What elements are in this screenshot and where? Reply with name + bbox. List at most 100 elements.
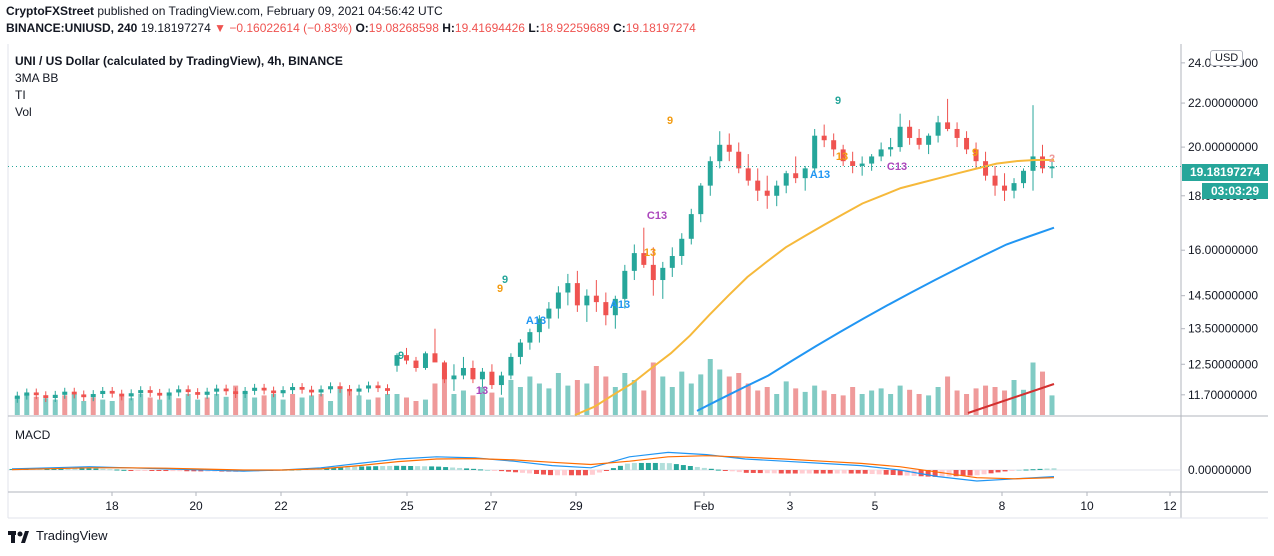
macd-histogram-bar (387, 465, 393, 470)
candle-body (271, 390, 277, 394)
volume-bar (679, 371, 685, 415)
candle-body (432, 353, 438, 363)
volume-bar (631, 380, 637, 415)
macd-histogram-bar (401, 465, 407, 470)
volume-trend-line (967, 383, 1055, 414)
macd-histogram-bar (422, 466, 428, 470)
volume-bar (878, 388, 884, 415)
candle-body (356, 388, 362, 392)
candle-body (43, 395, 49, 398)
macd-histogram-bar (191, 470, 197, 472)
candle-body (840, 149, 846, 162)
low-value: 18.92259689 (539, 21, 610, 35)
candle-body (71, 391, 77, 395)
macd-histogram-bar (499, 470, 505, 472)
candle-body (347, 388, 353, 392)
macd-histogram-bar (897, 470, 903, 476)
candle-body (242, 390, 248, 395)
volume-bar (81, 401, 87, 415)
macd-histogram-bar (1016, 469, 1022, 471)
tradingview-brand[interactable]: TradingView (8, 528, 108, 543)
volume-bar (717, 369, 723, 415)
volume-bar (698, 374, 704, 415)
volume-bar (223, 396, 229, 415)
candle-body (337, 386, 343, 389)
candle-body (1021, 170, 1027, 184)
legend-indicator-ti[interactable]: TI (15, 88, 26, 102)
time-axis-label: 10 (1080, 499, 1094, 513)
candle-body (850, 161, 856, 166)
candle-body (565, 283, 571, 293)
macd-histogram-bar (1009, 470, 1015, 471)
candle-body (802, 168, 808, 179)
volume-bar (422, 399, 428, 415)
candle-body (252, 387, 258, 391)
candle-body (318, 389, 324, 393)
volume-bar (489, 392, 495, 415)
macd-histogram-bar (666, 463, 672, 470)
volume-bar (366, 399, 372, 415)
td-annotation: 9 (835, 95, 841, 107)
candle-body (1002, 185, 1008, 191)
candle-body (574, 283, 580, 306)
macd-histogram-bar (506, 470, 512, 472)
publisher-name[interactable]: CryptoFXStreet (6, 4, 95, 18)
candle-body (100, 390, 106, 395)
macd-histogram-bar (715, 469, 721, 471)
candle-body (688, 214, 694, 239)
current-price-badge: 19.18197274 (1182, 164, 1268, 181)
publish-info: published on TradingView.com, February 0… (94, 4, 443, 18)
macd-histogram-bar (932, 470, 938, 477)
legend-title: UNI / US Dollar (calculated by TradingVi… (15, 54, 343, 68)
candle-body (593, 295, 599, 303)
macd-histogram-bar (764, 470, 770, 474)
candle-body (546, 308, 552, 319)
candle-body (109, 390, 115, 394)
macd-histogram-bar (79, 468, 85, 470)
candle-body (707, 161, 713, 186)
macd-legend[interactable]: MACD (15, 428, 51, 442)
candle-body (176, 389, 182, 393)
candle-body (793, 173, 799, 179)
candle-body (584, 295, 590, 306)
macd-histogram-bar (603, 470, 609, 471)
volume-bar (641, 390, 647, 415)
volume-bar (166, 395, 172, 415)
candle-body (375, 385, 381, 389)
candle-body (812, 135, 818, 169)
macd-histogram-bar (366, 466, 372, 470)
candle-body (669, 256, 675, 268)
candle-body (907, 126, 913, 138)
macd-histogram-bar (450, 467, 456, 470)
macd-histogram-bar (58, 468, 64, 470)
tradingview-logo-icon (8, 530, 29, 543)
macd-histogram-bar (408, 466, 414, 470)
volume-bar (565, 385, 571, 415)
td-annotation: 9 (398, 350, 404, 362)
volume-bar (24, 394, 30, 415)
legend-indicator-bb[interactable]: 3MA BB (15, 71, 59, 85)
volume-bar (14, 396, 20, 415)
candle-body (261, 387, 267, 391)
volume-bar (755, 390, 761, 415)
macd-histogram-bar (610, 468, 616, 470)
volume-bar (147, 397, 153, 415)
legend-indicator-vol[interactable]: Vol (15, 105, 32, 119)
macd-histogram-bar (778, 470, 784, 474)
currency-badge[interactable]: USD (1210, 50, 1244, 66)
open-value: 19.08268598 (368, 21, 439, 35)
volume-bar (385, 394, 391, 415)
macd-histogram-bar (540, 470, 546, 475)
macd-histogram-bar (624, 463, 630, 470)
time-axis-label: 18 (105, 499, 119, 513)
candle-body (1030, 156, 1036, 171)
volume-bar (318, 394, 324, 415)
volume-bar (726, 376, 732, 415)
macd-histogram-bar (338, 467, 344, 470)
macd-histogram-bar (1044, 468, 1050, 470)
candle-body (641, 253, 647, 265)
td-annotation: 9 (502, 274, 508, 286)
volume-bar (593, 366, 599, 415)
time-axis-label: 27 (484, 499, 498, 513)
